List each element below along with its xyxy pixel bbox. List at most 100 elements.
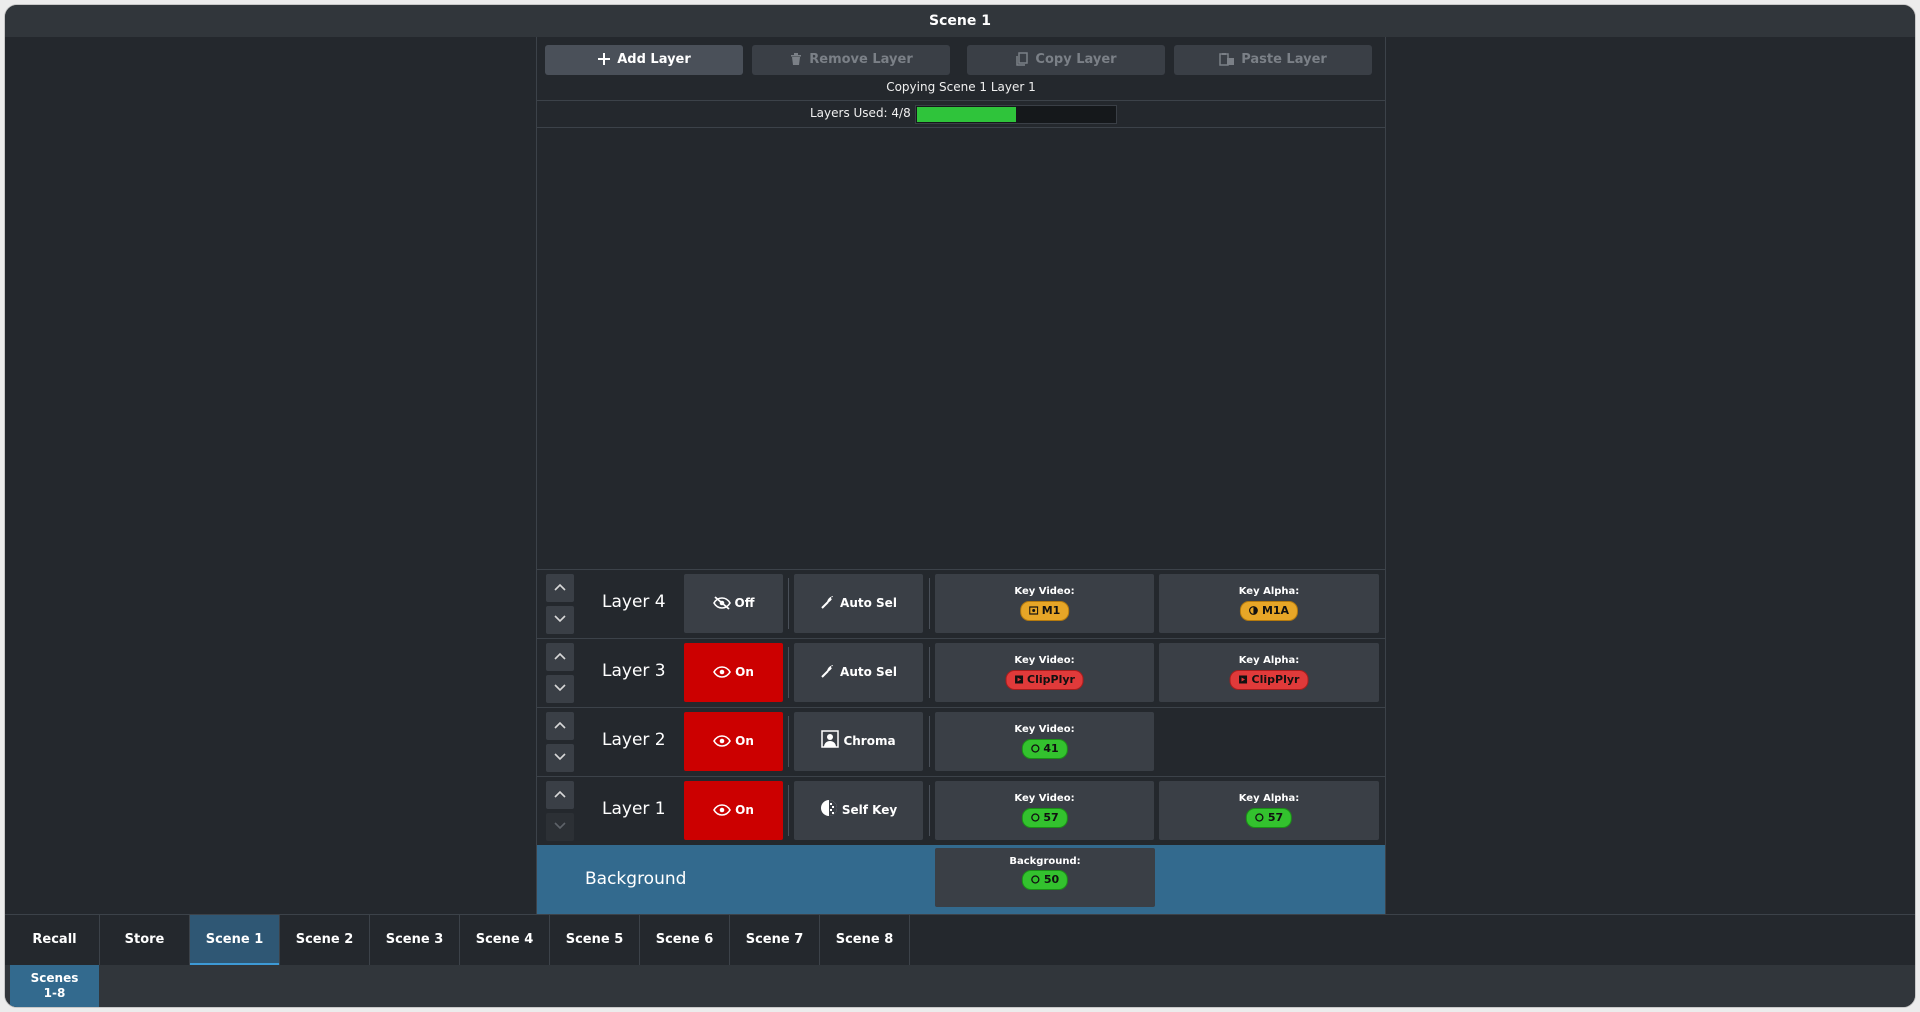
tab-scene-5[interactable]: Scene 5 [550, 915, 640, 966]
layers-used-bar [915, 105, 1117, 124]
move-down-button[interactable] [546, 606, 574, 634]
tab-scene-2[interactable]: Scene 2 [280, 915, 370, 966]
scene-tab-bar: Recall Store Scene 1 Scene 2 Scene 3 Sce… [5, 914, 1915, 966]
key-mode-button[interactable]: Chroma [794, 712, 923, 771]
remove-layer-button[interactable]: Remove Layer [752, 45, 950, 75]
key-video-value: 41 [1043, 742, 1059, 755]
layer-toolbar: Add Layer Remove Layer Copy Layer Paste … [537, 37, 1385, 128]
key-mode-button[interactable]: Auto Sel [794, 574, 923, 633]
key-mode-label: Auto Sel [840, 596, 897, 610]
key-alpha-value: M1A [1261, 604, 1290, 617]
layer-name: Layer 4 [602, 592, 666, 612]
window-title: Scene 1 [5, 5, 1915, 37]
key-video-source[interactable]: Key Video: ClipPlyr [935, 643, 1154, 702]
visibility-label: Off [734, 596, 755, 610]
copy-status-text: Copying Scene 1 Layer 1 [886, 80, 1036, 94]
layers-used-fill [917, 107, 1016, 122]
alpha-icon [1249, 606, 1258, 615]
divider [929, 785, 930, 836]
layer-name: Layer 2 [602, 730, 666, 750]
key-video-source[interactable]: Key Video: 41 [935, 712, 1154, 771]
input-icon [1030, 813, 1039, 822]
chevron-down-icon [554, 753, 566, 761]
background-name: Background [585, 869, 687, 889]
visibility-toggle[interactable]: On [684, 781, 783, 840]
move-up-button[interactable] [546, 781, 574, 809]
chevron-down-icon [554, 615, 566, 623]
auto-select-icon [821, 596, 834, 609]
layer-name: Layer 1 [602, 799, 666, 819]
key-video-value: M1 [1041, 604, 1061, 617]
divider [788, 785, 789, 836]
layers-used-label: Layers Used: 4/8 [810, 106, 911, 120]
key-mode-button[interactable]: Self Key [794, 781, 923, 840]
paste-layer-label: Paste Layer [1241, 52, 1327, 67]
move-down-button[interactable] [546, 744, 574, 772]
app-window: Scene 1 Add Layer Remove Layer Copy Laye… [5, 5, 1915, 1007]
tab-store[interactable]: Store [100, 915, 190, 966]
visibility-label: On [735, 665, 754, 679]
key-video-value: 57 [1043, 811, 1059, 824]
background-source[interactable]: Background: 50 [935, 848, 1155, 907]
input-icon [1030, 744, 1039, 753]
layer-row: Layer 3 On Auto Sel Key Video: ClipPlyr … [537, 638, 1385, 706]
visibility-label: On [735, 734, 754, 748]
source-pill: ClipPlyr [1229, 670, 1309, 690]
add-layer-label: Add Layer [617, 52, 691, 67]
eye-icon [713, 735, 732, 747]
media-icon [1028, 606, 1038, 615]
move-down-button[interactable] [546, 813, 574, 841]
background-value: 50 [1043, 873, 1060, 886]
source-pill: 41 [1021, 739, 1068, 759]
key-alpha-source[interactable]: Key Alpha: 57 [1159, 781, 1379, 840]
key-alpha-source[interactable]: Key Alpha: M1A [1159, 574, 1379, 633]
chevron-up-icon [554, 652, 566, 660]
add-layer-button[interactable]: Add Layer [545, 45, 743, 75]
tab-scene-3[interactable]: Scene 3 [370, 915, 460, 966]
subtab-line-2: 1-8 [43, 986, 66, 1000]
divider [788, 647, 789, 698]
tab-scene-7[interactable]: Scene 7 [730, 915, 820, 966]
paste-layer-button[interactable]: Paste Layer [1174, 45, 1372, 75]
source-pill: 57 [1021, 808, 1068, 828]
key-alpha-source[interactable]: Key Alpha: ClipPlyr [1159, 643, 1379, 702]
key-video-source[interactable]: Key Video: M1 [935, 574, 1154, 633]
source-pill: ClipPlyr [1005, 670, 1084, 690]
tab-scene-4[interactable]: Scene 4 [460, 915, 550, 966]
tab-recall[interactable]: Recall [10, 915, 100, 966]
chevron-down-icon [554, 684, 566, 692]
tab-scenes-1-8[interactable]: Scenes 1-8 [10, 965, 99, 1007]
chevron-up-icon [554, 790, 566, 798]
input-icon [1031, 875, 1040, 884]
key-video-value: ClipPlyr [1027, 673, 1075, 686]
copy-layer-button[interactable]: Copy Layer [967, 45, 1165, 75]
tab-scene-8[interactable]: Scene 8 [820, 915, 910, 966]
key-mode-button[interactable]: Auto Sel [794, 643, 923, 702]
key-alpha-label: Key Alpha: [1238, 655, 1300, 666]
key-video-source[interactable]: Key Video: 57 [935, 781, 1154, 840]
move-up-button[interactable] [546, 712, 574, 740]
layer-row: Layer 1 On Self Key Key Video: 57 Key Al… [537, 776, 1385, 844]
background-row: Background Background: 50 [537, 845, 1385, 914]
divider [788, 716, 789, 767]
layers-usage: Layers Used: 4/8 [537, 100, 1385, 128]
divider [788, 578, 789, 629]
tab-scene-1[interactable]: Scene 1 [190, 915, 280, 966]
clip-player-icon [1239, 675, 1248, 684]
visibility-toggle[interactable]: On [684, 643, 783, 702]
key-alpha-label: Key Alpha: [1238, 793, 1300, 804]
visibility-toggle[interactable]: On [684, 712, 783, 771]
move-down-button[interactable] [546, 675, 574, 703]
auto-select-icon [821, 665, 834, 678]
chroma-key-icon [821, 730, 840, 748]
source-pill: 57 [1245, 808, 1293, 828]
chevron-down-icon [554, 822, 566, 830]
source-pill: M1 [1019, 601, 1070, 621]
move-up-button[interactable] [546, 643, 574, 671]
move-up-button[interactable] [546, 574, 574, 602]
remove-layer-label: Remove Layer [809, 52, 913, 67]
divider [929, 578, 930, 629]
eye-icon [713, 804, 732, 816]
visibility-toggle[interactable]: Off [684, 574, 783, 633]
tab-scene-6[interactable]: Scene 6 [640, 915, 730, 966]
